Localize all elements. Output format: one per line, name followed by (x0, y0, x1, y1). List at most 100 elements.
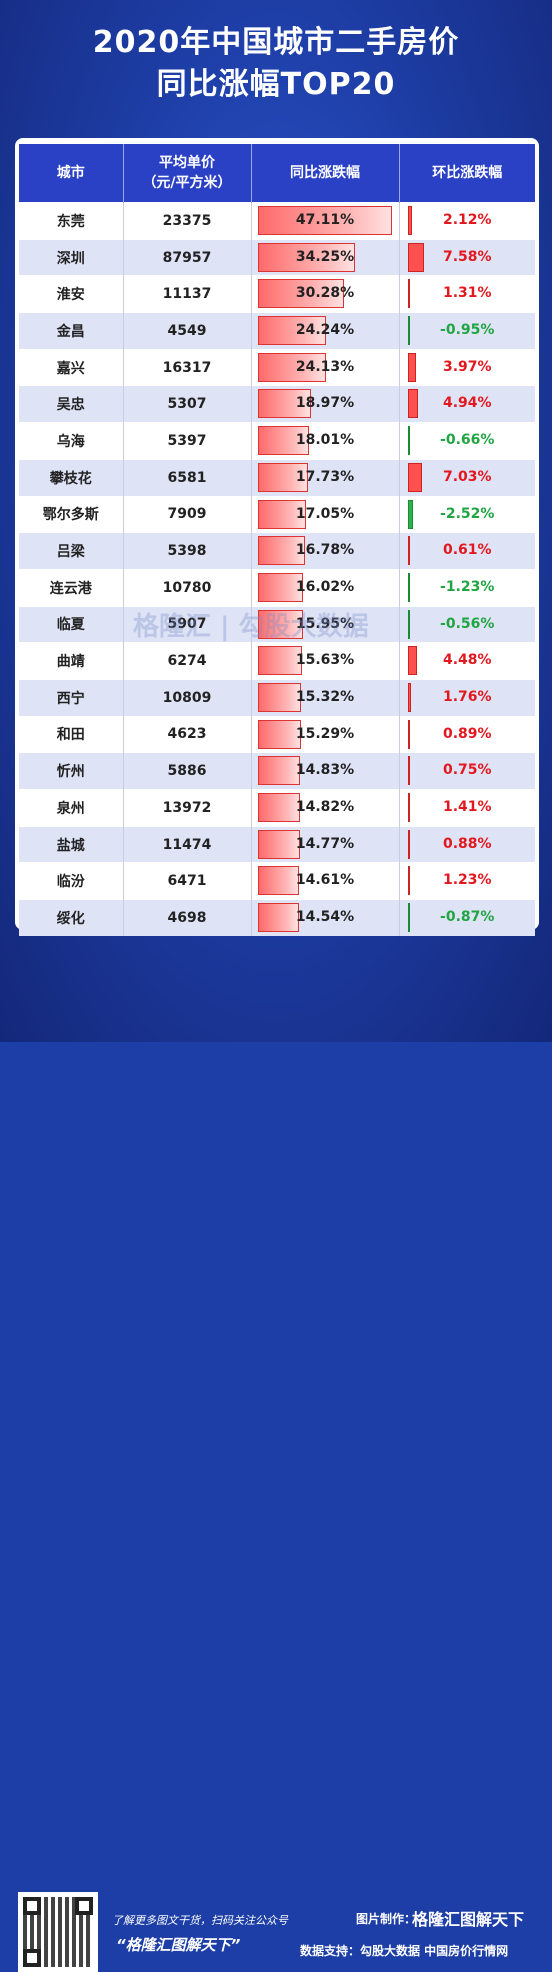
mom-value-label: 0.89% (442, 725, 492, 742)
yoy-bar (257, 279, 344, 309)
cell-yoy: 17.05% (251, 495, 400, 533)
yoy-value-label: 16.02% (295, 578, 355, 595)
cell-yoy: 18.01% (251, 422, 400, 460)
cell-yoy: 14.61% (251, 862, 400, 900)
cell-price: 5398 (123, 532, 252, 570)
cell-city: 绥化 (19, 899, 124, 936)
table-row: 淮安 11137 30.28% 1.31% (19, 275, 535, 313)
mom-bar (407, 499, 413, 529)
yoy-bar (257, 646, 302, 676)
cell-mom: 1.23% (399, 862, 535, 900)
cell-mom: 0.75% (399, 752, 535, 790)
yoy-value-label: 47.11% (295, 212, 355, 228)
cell-city: 吕梁 (19, 532, 124, 570)
mom-value-label: 4.48% (442, 652, 492, 669)
cell-price: 6581 (123, 458, 252, 496)
yoy-bar (257, 499, 306, 529)
cell-price: 6471 (123, 862, 252, 900)
cell-city: 攀枝花 (19, 458, 124, 496)
cell-city: 吴忠 (19, 385, 124, 423)
cell-mom: 3.97% (399, 348, 535, 386)
mom-value-label: 1.23% (442, 872, 492, 889)
mom-value-label: -2.52% (440, 505, 495, 522)
cell-mom: 0.61% (399, 532, 535, 570)
cell-mom: 1.76% (399, 678, 535, 717)
table-row: 临夏 5907 15.95% -0.56% (19, 605, 535, 643)
page-title: 2020年中国城市二手房价 同比涨幅TOP20 (0, 22, 552, 106)
yoy-bar (257, 682, 302, 712)
cell-mom: 7.03% (399, 458, 535, 496)
table-header-row: 城市 平均单价 （元/平方米） 同比涨跌幅 环比涨跌幅 (19, 144, 535, 203)
promo-line: 了解更多图文干货，扫码关注公众号 (112, 1914, 288, 1927)
table-row: 曲靖 6274 15.63% 4.48% (19, 642, 535, 680)
cell-mom: -0.66% (399, 422, 535, 460)
cell-yoy: 14.54% (251, 899, 400, 936)
cell-yoy: 18.97% (251, 385, 400, 423)
cell-yoy: 24.13% (251, 348, 400, 386)
yoy-bar (257, 572, 304, 602)
cell-city: 曲靖 (19, 642, 124, 680)
cell-mom: 2.12% (399, 202, 535, 240)
mom-value-label: 0.75% (442, 762, 492, 779)
cell-city: 鄂尔多斯 (19, 495, 124, 533)
mom-bar (407, 352, 416, 382)
cell-mom: 4.48% (399, 642, 535, 680)
cell-yoy: 30.28% (251, 275, 400, 313)
mom-bar (407, 536, 410, 566)
cell-price: 4623 (123, 715, 252, 753)
data-support: 数据支持：勾股大数据 中国房价行情网 (300, 1944, 509, 1958)
yoy-bar (257, 426, 309, 456)
maker-label: 图片制作： (356, 1912, 417, 1926)
cell-price: 5397 (123, 422, 252, 460)
yoy-bar (257, 462, 308, 492)
yoy-bar (257, 609, 303, 639)
cell-city: 东莞 (19, 202, 124, 240)
yoy-value-label: 30.28% (295, 285, 355, 302)
table-row: 忻州 5886 14.83% 0.75% (19, 752, 535, 790)
cell-city: 西宁 (19, 678, 124, 717)
cell-price: 87957 (123, 238, 252, 276)
data-table-panel: 城市 平均单价 （元/平方米） 同比涨跌幅 环比涨跌幅 东莞 23375 47.11… (15, 138, 539, 936)
yoy-value-label: 34.25% (295, 248, 355, 265)
mom-bar (407, 426, 410, 456)
yoy-value-label: 14.54% (295, 909, 355, 926)
mom-value-label: -0.95% (440, 322, 495, 339)
cell-price: 10780 (123, 568, 252, 607)
maker-brand: 格隆汇图解天下 (412, 1910, 525, 1929)
cell-city: 和田 (19, 715, 124, 753)
cell-city: 嘉兴 (19, 348, 124, 386)
cell-yoy: 15.32% (251, 678, 400, 717)
mom-value-label: -1.23% (440, 578, 495, 595)
cell-yoy: 14.83% (251, 752, 400, 790)
cell-city: 淮安 (19, 275, 124, 313)
yoy-value-label: 17.73% (295, 468, 355, 485)
mom-bar (407, 903, 410, 933)
cell-price: 5307 (123, 385, 252, 423)
cell-city: 金昌 (19, 312, 124, 350)
cell-yoy: 14.82% (251, 789, 400, 827)
table-row: 吴忠 5307 18.97% 4.94% (19, 385, 535, 423)
yoy-bar (257, 756, 300, 786)
yoy-value-label: 14.83% (295, 762, 355, 779)
yoy-bar (257, 242, 355, 272)
yoy-value-label: 24.24% (295, 322, 355, 339)
cell-mom: 4.94% (399, 385, 535, 423)
yoy-value-label: 17.05% (295, 505, 355, 522)
yoy-value-label: 14.82% (295, 799, 355, 815)
table-row: 泉州 13972 14.82% 1.41% (19, 789, 535, 827)
mom-bar (407, 793, 411, 822)
table-row: 乌海 5397 18.01% -0.66% (19, 422, 535, 460)
mom-value-label: 7.03% (442, 468, 492, 485)
cell-yoy: 16.02% (251, 568, 400, 607)
mom-value-label: 4.94% (442, 395, 492, 412)
mom-bar (407, 242, 424, 272)
table-row: 西宁 10809 15.32% 1.76% (19, 678, 535, 717)
header-mom: 环比涨跌幅 (399, 144, 535, 203)
cell-price: 6274 (123, 642, 252, 680)
mom-value-label: -0.66% (440, 432, 495, 449)
yoy-value-label: 15.95% (295, 615, 355, 632)
yoy-value-label: 24.13% (295, 358, 355, 375)
table-row: 金昌 4549 24.24% -0.95% (19, 312, 535, 350)
watermark: 格隆汇 | 勾股大数据 (133, 612, 369, 642)
table-row: 鄂尔多斯 7909 17.05% -2.52% (19, 495, 535, 533)
